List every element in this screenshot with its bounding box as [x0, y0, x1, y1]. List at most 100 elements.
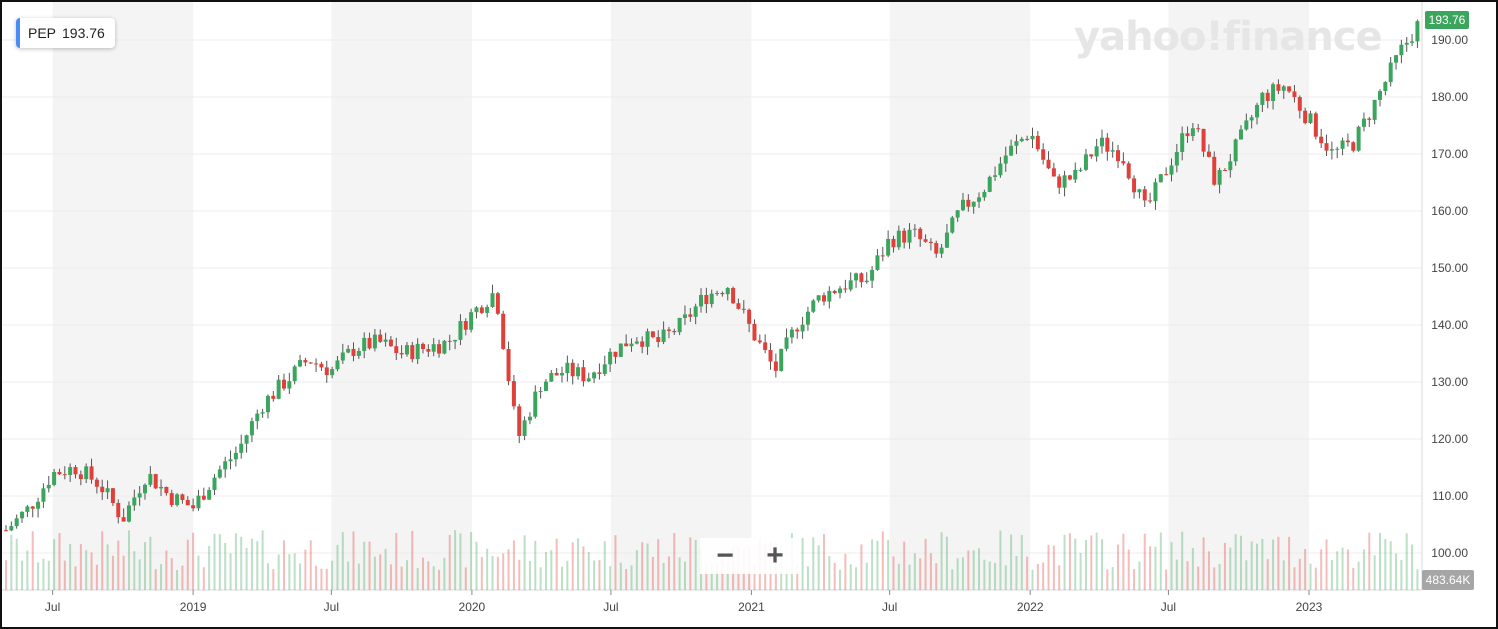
volume-bar	[1207, 551, 1210, 590]
candle-body	[1265, 92, 1270, 101]
candle-body	[971, 201, 976, 207]
candle-body	[1148, 200, 1153, 202]
volume-bar	[26, 550, 29, 590]
candle-body	[239, 443, 244, 453]
time-band	[889, 2, 1031, 590]
volume-bar	[678, 557, 681, 590]
volume-bar	[400, 566, 403, 590]
candle-body	[1329, 149, 1334, 151]
candle-body	[682, 314, 687, 318]
volume-bars	[5, 530, 1419, 590]
volume-bar	[544, 551, 547, 590]
time-band	[331, 2, 472, 590]
candle-body	[1190, 128, 1195, 137]
candle-body	[1094, 146, 1099, 157]
ticker-badge[interactable]: PEP 193.76	[16, 18, 115, 48]
volume-bar	[69, 543, 72, 590]
candle-body	[725, 288, 730, 295]
candle-body	[650, 331, 655, 338]
volume-bar	[261, 530, 264, 590]
volume-bar	[144, 542, 147, 590]
candle-body	[773, 361, 778, 371]
candle-body	[1206, 151, 1211, 157]
candle-body	[330, 369, 335, 376]
volume-bar	[1400, 560, 1403, 590]
candle-body	[298, 360, 303, 367]
volume-bar	[272, 569, 275, 590]
candle-body	[105, 488, 110, 493]
volume-bar	[828, 555, 831, 590]
volume-bar	[448, 535, 451, 590]
volume-bar	[1191, 548, 1194, 590]
zoom-in-button[interactable]: +	[766, 539, 784, 572]
candle-body	[447, 340, 452, 342]
volume-bar	[555, 538, 558, 590]
candle-body	[1158, 174, 1163, 183]
zoom-out-button[interactable]: −	[716, 539, 734, 572]
candle-body	[287, 381, 292, 389]
volume-bar	[1389, 541, 1392, 590]
x-tick-label: 2023	[1296, 600, 1323, 614]
candle-body	[78, 474, 83, 480]
volume-bar	[432, 566, 435, 590]
volume-bar	[582, 546, 585, 590]
candle-body	[1383, 82, 1388, 92]
candle-body	[522, 420, 527, 436]
volume-bar	[101, 531, 104, 590]
volume-bar	[58, 532, 61, 590]
candle-body	[1099, 137, 1104, 147]
candle-body	[1046, 159, 1051, 169]
volume-bar	[384, 548, 387, 590]
volume-bar	[528, 561, 531, 590]
volume-bar	[42, 558, 45, 590]
candle-body	[1345, 140, 1350, 143]
volume-bar	[160, 564, 163, 590]
y-tick-label: 170.00	[1431, 147, 1468, 161]
x-tick-label: 2020	[459, 600, 486, 614]
volume-bar	[1036, 564, 1039, 590]
volume-bar	[1213, 567, 1216, 590]
volume-bar	[956, 558, 959, 590]
candle-body	[592, 372, 597, 379]
volume-bar	[1229, 547, 1232, 590]
x-axis-labels: Jul 2019 Jul 2020 Jul 2021 Jul 2022 Jul 2023	[45, 590, 1323, 614]
volume-bar	[1186, 561, 1189, 590]
volume-bar	[924, 538, 927, 590]
candle-body	[720, 292, 725, 295]
volume-bar	[1405, 533, 1408, 590]
volume-bar	[561, 566, 564, 590]
volume-bar	[213, 533, 216, 590]
candle-body	[661, 329, 666, 343]
volume-bar	[37, 562, 40, 590]
volume-bar	[1234, 534, 1237, 590]
candle-body	[233, 452, 238, 460]
candle-body	[517, 406, 522, 436]
volume-bar	[111, 555, 114, 590]
candle-body	[602, 364, 607, 374]
volume-bar	[1084, 539, 1087, 590]
candle-body	[939, 247, 944, 254]
volume-bar	[352, 531, 355, 590]
volume-bar	[641, 542, 644, 590]
volume-bar	[245, 547, 248, 590]
candle-body	[998, 163, 1003, 176]
candle-body	[854, 273, 859, 281]
volume-bar	[1138, 561, 1141, 590]
volume-bar	[994, 562, 997, 590]
candle-body	[62, 474, 67, 476]
candle-body	[1303, 110, 1308, 124]
grid-lines	[2, 2, 1423, 591]
candle-body	[549, 372, 554, 382]
candle-body	[800, 324, 805, 332]
volume-bar	[47, 560, 50, 590]
volume-bar	[63, 560, 66, 590]
candle-body	[485, 306, 490, 313]
candle-body	[319, 363, 324, 368]
volume-bar	[512, 540, 515, 590]
volume-bar	[1411, 544, 1414, 590]
volume-bar	[234, 533, 237, 590]
volume-bar	[507, 549, 510, 590]
volume-bar	[539, 567, 542, 590]
candle-body	[832, 290, 837, 294]
